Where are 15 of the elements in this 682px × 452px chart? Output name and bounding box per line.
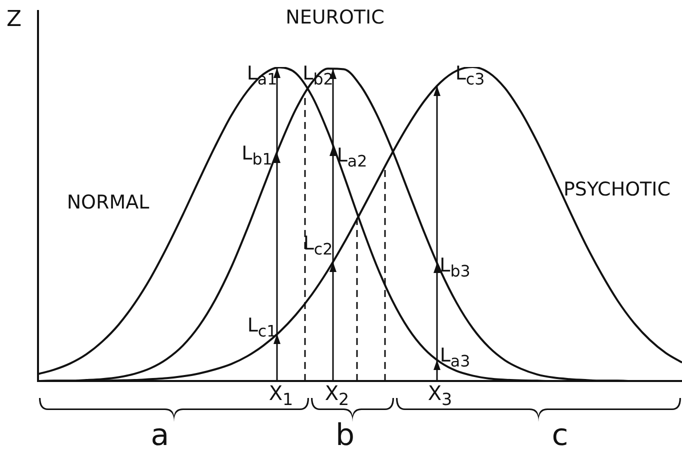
text: X$_{1}$	[268, 381, 294, 410]
annotation: PSYCHOTIC	[563, 178, 671, 200]
annotation: L$_{a2}$	[336, 144, 368, 170]
text: a	[150, 418, 170, 452]
annotation: NORMAL	[66, 192, 150, 214]
annotation: L$_{b3}$	[440, 254, 470, 280]
text: X$_{3}$	[428, 381, 452, 410]
text: NEUROTIC	[286, 6, 384, 28]
text: c	[552, 418, 568, 452]
text: X$_{2}$	[324, 381, 350, 410]
text: b	[335, 418, 355, 452]
annotation: L$_{b1}$	[242, 142, 272, 168]
annotation: L$_{c1}$	[247, 314, 277, 340]
y-axis-title: Z	[6, 7, 22, 32]
annotation: L$_{a3}$	[440, 344, 470, 370]
